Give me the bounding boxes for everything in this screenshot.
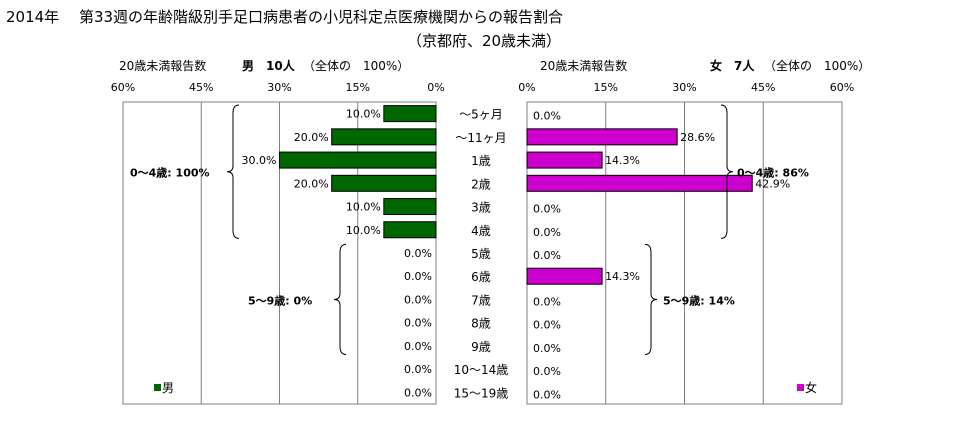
male-tick-label: 0% <box>427 81 444 94</box>
category-label: 8歳 <box>471 317 491 331</box>
category-label: 7歳 <box>471 293 491 307</box>
category-label: 3歳 <box>471 201 491 215</box>
male-value-label: 0.0% <box>404 340 432 353</box>
male-legend-swatch <box>154 384 161 391</box>
male-bar <box>331 174 437 192</box>
male-value-label: 0.0% <box>404 293 432 306</box>
category-label: 6歳 <box>471 270 491 284</box>
category-label: 1歳 <box>471 154 491 168</box>
male-value-label: 20.0% <box>294 131 329 144</box>
category-label: ～5ヶ月 <box>459 108 503 122</box>
category-label: ～11ヶ月 <box>455 131 506 145</box>
female-value-label: 0.0% <box>533 319 561 332</box>
male-value-label: 20.0% <box>294 177 329 190</box>
female-value-label: 14.3% <box>605 154 640 167</box>
female-value-label: 0.0% <box>533 226 561 239</box>
female-tick-label: 45% <box>751 81 775 94</box>
chart-title: 2014年 第33週の年齢階級別手足口病患者の小児科定点医療機関からの報告割合 <box>6 8 564 26</box>
category-label: 4歳 <box>471 224 491 238</box>
female-value-label: 0.0% <box>533 249 561 262</box>
male-group-brace <box>226 104 240 239</box>
female-legend-swatch <box>797 384 804 391</box>
male-group-label: 5～9歳: 0% <box>248 293 312 307</box>
female-value-label: 0.0% <box>533 342 561 355</box>
male-header-total: （全体の 100%） <box>303 58 409 73</box>
female-group-label: 0～4歳: 86% <box>737 166 809 180</box>
female-tick-label: 60% <box>830 81 854 94</box>
male-bar <box>279 151 437 169</box>
female-tick-label: 0% <box>518 81 535 94</box>
female-value-label: 0.0% <box>533 110 561 123</box>
female-value-label: 0.0% <box>533 203 561 216</box>
female-legend-label: 女 <box>805 380 817 395</box>
female-value-label: 28.6% <box>680 131 715 144</box>
female-value-label: 14.3% <box>605 270 640 283</box>
male-value-label: 10.0% <box>346 224 381 237</box>
female-bar <box>526 267 603 285</box>
category-label: 15～19歳 <box>454 386 509 400</box>
female-header-label: 20歳未満報告数 <box>540 58 627 73</box>
female-value-label: 0.0% <box>533 295 561 308</box>
male-value-label: 0.0% <box>404 270 432 283</box>
category-label: 9歳 <box>471 340 491 354</box>
male-bar <box>383 221 437 239</box>
female-value-label: 0.0% <box>533 365 561 378</box>
female-value-label: 42.9% <box>755 177 790 190</box>
female-tick-label: 15% <box>594 81 618 94</box>
female-tick-label: 30% <box>672 81 696 94</box>
male-tick-label: 15% <box>346 81 370 94</box>
male-value-label: 30.0% <box>242 154 277 167</box>
male-tick-label: 30% <box>267 81 291 94</box>
male-legend-label: 男 <box>162 381 174 395</box>
male-value-label: 0.0% <box>404 247 432 260</box>
female-group-brace <box>720 104 734 239</box>
female-group-brace <box>644 243 658 356</box>
category-label: 10～14歳 <box>454 363 509 377</box>
female-value-label: 0.0% <box>533 388 561 401</box>
male-header-label: 20歳未満報告数 <box>119 58 206 73</box>
chart-subtitle: （京都府、20歳未満） <box>406 32 562 50</box>
female-group-label: 5～9歳: 14% <box>663 293 735 307</box>
male-header-count: 男 10人 <box>242 58 296 73</box>
category-label: 2歳 <box>471 177 491 191</box>
female-header-total: （全体の 100%） <box>764 58 870 73</box>
male-tick-label: 45% <box>189 81 213 94</box>
female-header-count: 女 7人 <box>710 58 755 73</box>
female-bar <box>526 174 753 192</box>
male-group-label: 0～4歳: 100% <box>130 166 210 180</box>
male-bar <box>383 105 437 123</box>
female-bar <box>526 128 678 146</box>
male-value-label: 0.0% <box>404 317 432 330</box>
male-tick-label: 60% <box>111 81 135 94</box>
male-bar <box>383 198 437 216</box>
male-bar <box>331 128 437 146</box>
male-value-label: 0.0% <box>404 386 432 399</box>
male-group-brace <box>333 243 347 356</box>
category-label: 5歳 <box>471 247 491 261</box>
male-value-label: 10.0% <box>346 108 381 121</box>
female-bar <box>526 151 603 169</box>
male-value-label: 0.0% <box>404 363 432 376</box>
male-value-label: 10.0% <box>346 201 381 214</box>
